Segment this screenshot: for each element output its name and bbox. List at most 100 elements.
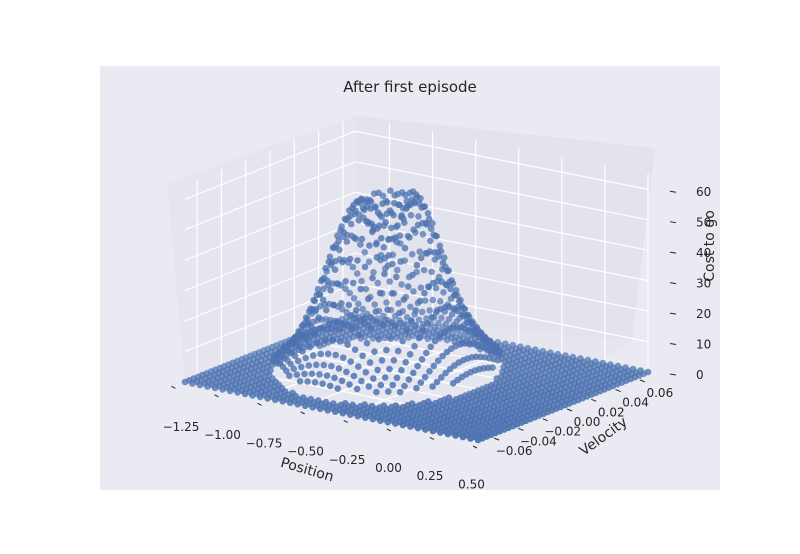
- data-point: [305, 362, 313, 369]
- data-point: [317, 350, 325, 358]
- data-point: [361, 249, 369, 256]
- data-point: [358, 277, 365, 285]
- x-tick-mark: [343, 419, 348, 423]
- x-tick-mark: [300, 411, 305, 415]
- data-point: [384, 316, 392, 324]
- data-point: [211, 384, 219, 392]
- data-point: [286, 399, 294, 407]
- data-point: [342, 278, 349, 285]
- data-point: [440, 329, 448, 336]
- data-point: [394, 222, 401, 229]
- data-point: [431, 337, 439, 345]
- x-tick-label: −1.00: [204, 428, 241, 442]
- x-tick-mark: [472, 445, 478, 449]
- data-point: [344, 214, 352, 222]
- y-tick-label: −0.02: [544, 425, 581, 439]
- x-tick-label: −0.75: [246, 436, 283, 450]
- data-point: [419, 327, 427, 334]
- data-point: [299, 348, 306, 355]
- data-point: [406, 234, 413, 241]
- data-point: [331, 266, 339, 274]
- data-point: [407, 303, 414, 311]
- data-point: [328, 259, 336, 266]
- data-point: [290, 365, 298, 373]
- y-tick-mark: [518, 427, 524, 431]
- data-point: [414, 362, 421, 370]
- data-point: [463, 315, 471, 323]
- data-point: [379, 200, 386, 207]
- data-point: [384, 262, 392, 269]
- data-point: [396, 317, 403, 324]
- data-point: [374, 209, 382, 216]
- data-point: [376, 222, 383, 229]
- data-point: [356, 332, 363, 339]
- z-tick-label: 10: [696, 338, 711, 352]
- data-point: [429, 296, 437, 304]
- data-point: [362, 285, 370, 293]
- data-point: [355, 217, 363, 224]
- data-point: [388, 290, 396, 297]
- data-point: [369, 274, 376, 282]
- data-point: [219, 386, 226, 393]
- data-point: [359, 305, 367, 313]
- data-point: [365, 258, 373, 266]
- data-point: [367, 205, 374, 212]
- data-point: [380, 312, 387, 320]
- data-point: [354, 257, 361, 264]
- data-point: [365, 383, 373, 390]
- data-point: [374, 366, 381, 374]
- data-point: [410, 288, 417, 295]
- data-point: [425, 283, 433, 291]
- data-point: [370, 190, 378, 197]
- data-point: [380, 244, 388, 251]
- data-point: [438, 374, 445, 381]
- data-point: [404, 283, 412, 290]
- data-point: [347, 220, 355, 228]
- data-point: [389, 235, 397, 243]
- data-point: [398, 366, 405, 374]
- data-point: [433, 309, 440, 316]
- data-point: [344, 341, 351, 349]
- data-point: [313, 361, 320, 369]
- data-point: [413, 261, 421, 269]
- data-point: [416, 248, 424, 255]
- data-point: [293, 371, 301, 379]
- data-point: [353, 385, 361, 393]
- data-point: [427, 225, 435, 232]
- y-tick-mark: [591, 398, 597, 402]
- data-point: [334, 280, 342, 288]
- data-point: [283, 367, 290, 375]
- data-point: [301, 402, 309, 410]
- data-point: [369, 415, 377, 423]
- data-point: [370, 375, 377, 382]
- data-point: [396, 388, 404, 396]
- data-point: [423, 315, 430, 322]
- data-point: [412, 191, 420, 198]
- data-point: [373, 253, 381, 261]
- data-point: [405, 334, 412, 341]
- data-point: [386, 365, 393, 373]
- data-point: [438, 314, 445, 322]
- data-point: [383, 346, 390, 354]
- z-tick-label: 0: [696, 368, 704, 382]
- data-point: [474, 436, 482, 444]
- data-point: [435, 253, 443, 260]
- data-point: [309, 352, 317, 359]
- data-point: [386, 278, 394, 285]
- data-point: [472, 324, 479, 332]
- data-point: [302, 354, 310, 362]
- grid-line-z: [354, 282, 649, 343]
- data-point: [264, 395, 271, 402]
- y-tick-label: 0.00: [574, 415, 601, 429]
- data-point: [400, 296, 408, 303]
- data-point: [345, 301, 353, 309]
- data-point: [308, 370, 316, 378]
- data-point: [448, 277, 456, 284]
- back-pane: [355, 116, 655, 341]
- data-points: [181, 187, 652, 444]
- data-point: [347, 358, 355, 366]
- data-point: [311, 330, 318, 337]
- data-point: [358, 235, 366, 243]
- data-point: [331, 374, 338, 382]
